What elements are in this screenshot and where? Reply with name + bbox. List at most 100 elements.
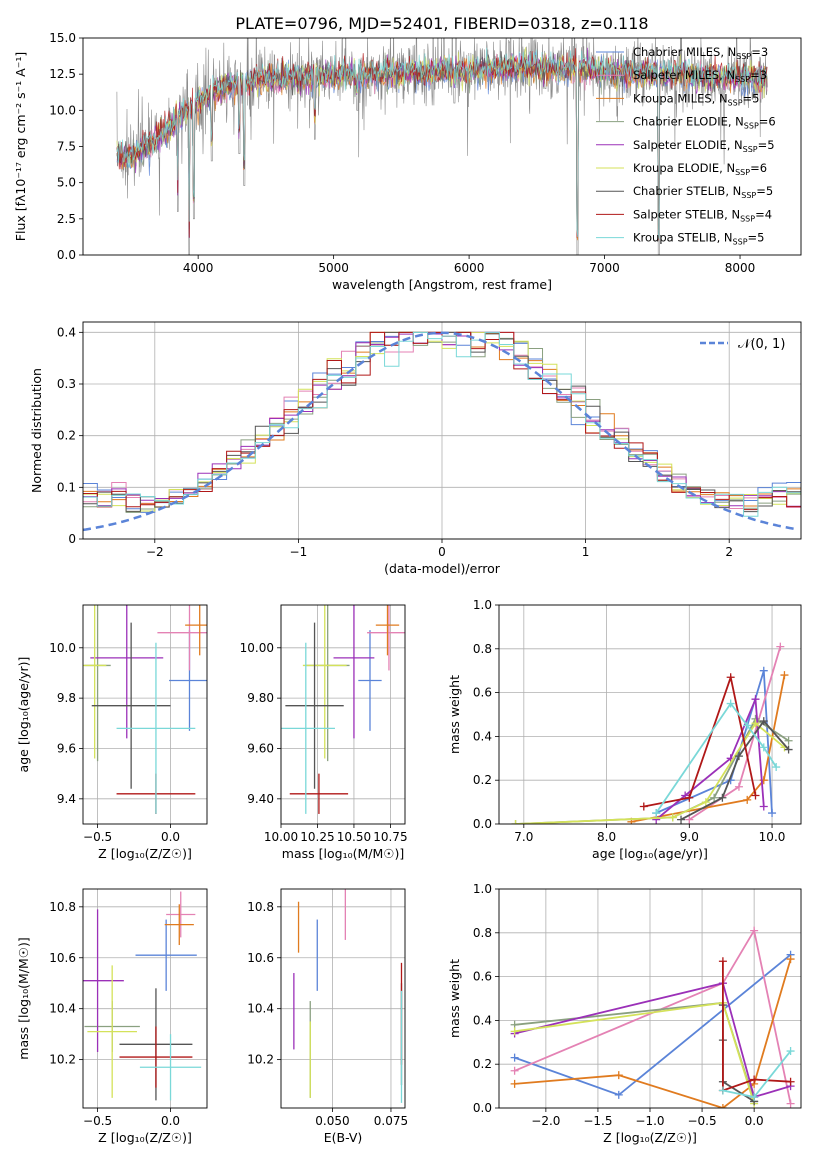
x-tick-label: −1.0 xyxy=(635,1114,664,1128)
x-tick-label: −0.5 xyxy=(687,1114,716,1128)
mass-weight-marker xyxy=(652,809,661,818)
panel-mass-vs-ebv: 0.050 0.075 10.2 10.4 10.6 10.8 E(B-V) xyxy=(247,888,408,1145)
mass-weight-marker xyxy=(510,1079,519,1088)
mass-weight-marker xyxy=(510,1066,519,1075)
mass-weight-marker xyxy=(750,1075,759,1084)
y-tick-label: 0.0 xyxy=(57,248,76,262)
x-tick-label: −1 xyxy=(290,545,308,559)
legend-suffix: =3 xyxy=(750,68,767,82)
x-tick-label: −2.0 xyxy=(531,1114,560,1128)
y-tick-label: 10.8 xyxy=(49,900,76,914)
mass-weight-marker xyxy=(751,719,760,728)
mass-weight-line xyxy=(514,958,792,1108)
mass-weight-line xyxy=(643,673,757,808)
x-tick-label: −0.5 xyxy=(83,830,112,844)
mass-weight-line xyxy=(722,961,791,1092)
y-tick-label: 12.5 xyxy=(49,67,76,81)
mass-weight-marker xyxy=(639,802,648,811)
y-tick-label: 0.0 xyxy=(473,817,492,831)
x-axis-label: Z [log₁₀(Z/Z☉)] xyxy=(98,1130,192,1145)
panel-residuals: −2 −1 0 1 2 0 0.1 0.2 0.3 0.4 (data-model)/error No… xyxy=(29,321,802,576)
mass-weight-marker xyxy=(677,815,686,824)
x-tick-label: 0 xyxy=(438,545,446,559)
y-tick-label: 2.5 xyxy=(57,212,76,226)
legend-label: Chabrier MILES, NSSP=3 xyxy=(633,45,768,61)
gaussian-curve xyxy=(83,331,799,532)
plot-area xyxy=(293,889,403,1103)
legend-subscript: SSP xyxy=(744,122,759,131)
legend-label: Salpeter STELIB, NSSP=4 xyxy=(633,207,772,223)
mass-weight-line xyxy=(631,674,786,823)
panel-mass-weight-vs-age: 7.0 8.0 9.0 10.0 0.0 0.2 0.4 0.6 0.8 1.0 age [log₁… xyxy=(447,598,802,861)
mass-weight-marker xyxy=(786,1099,795,1108)
legend-subscript: SSP xyxy=(735,168,750,177)
legend-label: Kroupa STELIB, NSSP=5 xyxy=(633,231,764,247)
mass-weight-marker xyxy=(751,695,760,704)
mass-weight-marker xyxy=(701,798,710,807)
y-axis-label: Flux [fλ10⁻¹⁷ erg cm⁻² s⁻¹ A⁻¹] xyxy=(13,52,28,241)
y-tick-label: 10.2 xyxy=(49,1053,76,1067)
axes-frame xyxy=(82,888,208,1109)
mass-weight-marker xyxy=(759,717,768,726)
y-tick-label: 10.6 xyxy=(247,951,274,965)
figure-title: PLATE=0796, MJD=52401, FIBERID=0318, z=0… xyxy=(235,14,648,33)
residual-histogram xyxy=(83,331,801,511)
x-tick-label: 4000 xyxy=(183,261,214,275)
y-tick-label: 0.2 xyxy=(473,1057,492,1071)
x-axis-label: (data-model)/error xyxy=(384,561,501,576)
plot-area xyxy=(116,38,768,255)
mass-weight-marker xyxy=(784,736,793,745)
y-tick-label: 0.3 xyxy=(57,377,76,391)
y-tick-label: 0.8 xyxy=(473,926,492,940)
panel-age-vs-mass: 10.00 10.25 10.50 10.759.409.609.8010.00mas… xyxy=(240,604,408,861)
mass-weight-marker xyxy=(786,1077,795,1086)
mass-weight-marker xyxy=(718,957,727,966)
mass-weight-marker xyxy=(786,955,795,964)
y-tick-label: 10.4 xyxy=(49,1002,76,1016)
mass-weight-marker xyxy=(726,699,735,708)
legend-subscript: SSP xyxy=(733,238,748,247)
panel-age-vs-Z: −0.5 0.0 9.4 9.6 9.8 10.0 Z [log₁₀(Z/Z☉)] age [… xyxy=(16,604,208,861)
mass-weight-line xyxy=(514,1001,755,1102)
legend-subscript: SSP xyxy=(735,75,750,84)
mass-weight-marker xyxy=(511,820,520,824)
legend-subscript: SSP xyxy=(741,191,756,200)
legend-label: 𝒩(0, 1) xyxy=(738,337,785,352)
mass-weight-marker xyxy=(614,1090,623,1099)
legend-suffix: =6 xyxy=(759,115,776,129)
mass-weight-marker xyxy=(685,793,694,802)
mass-weight-marker xyxy=(685,815,694,824)
legend-label: Chabrier STELIB, NSSP=5 xyxy=(633,184,773,200)
y-tick-label: 0.6 xyxy=(473,686,492,700)
axes-frame xyxy=(280,604,406,825)
mass-weight-marker xyxy=(734,782,743,791)
y-tick-label: 9.6 xyxy=(57,741,76,755)
legend-suffix: =6 xyxy=(750,161,767,175)
mass-weight-marker xyxy=(750,1093,759,1102)
x-axis-label: Z [log₁₀(Z/Z☉)] xyxy=(603,1130,697,1145)
legend-subscript: SSP xyxy=(736,52,751,61)
mass-weight-marker xyxy=(751,791,760,800)
y-axis-label: age [log₁₀(age/yr)] xyxy=(16,657,31,773)
mass-weight-marker xyxy=(743,795,752,804)
y-tick-label: 10.8 xyxy=(247,900,274,914)
mass-weight-marker xyxy=(734,752,743,761)
y-tick-label: 0.8 xyxy=(473,642,492,656)
y-tick-label: 0.0 xyxy=(473,1101,492,1115)
mass-weight-marker xyxy=(743,721,752,730)
y-tick-label: 15.0 xyxy=(49,31,76,45)
x-tick-label: 7.0 xyxy=(514,830,533,844)
x-tick-label: 0.0 xyxy=(161,830,180,844)
plot-area xyxy=(83,331,801,532)
y-axis-label: Normed distribution xyxy=(29,368,44,493)
axes-frame xyxy=(82,37,802,256)
mass-weight-marker xyxy=(710,793,719,802)
y-tick-label: 0.4 xyxy=(473,1013,492,1027)
x-tick-label: 10.50 xyxy=(337,830,371,844)
panel-mass-weight-vs-Z: −2.0 −1.5 −1.0 −0.5 0.0 0.0 0.2 0.4 0.6 0.8 1.0 Z [… xyxy=(447,882,802,1145)
axes-frame xyxy=(498,604,802,825)
legend-label: Salpeter MILES, NSSP=3 xyxy=(633,68,767,84)
x-axis-label: mass [log₁₀(M/M☉)] xyxy=(282,846,404,861)
mass-weight-marker xyxy=(786,1047,795,1056)
x-tick-label: 0.0 xyxy=(161,1114,180,1128)
